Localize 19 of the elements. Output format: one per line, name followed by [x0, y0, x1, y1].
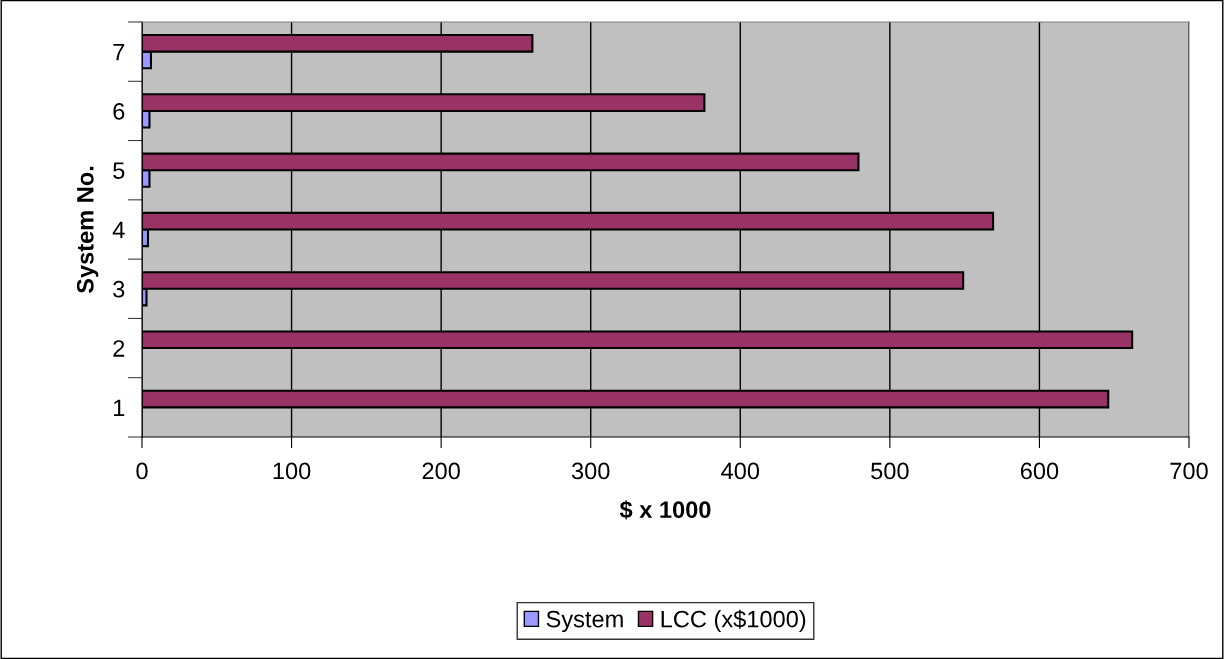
x-tick-label: 400	[721, 462, 760, 480]
y-tick-label: 3	[113, 280, 125, 298]
y-tick-label: 5	[113, 162, 125, 179]
x-tick-label: 200	[422, 462, 460, 480]
y-axis-title: System No.	[76, 166, 99, 294]
y-tick-label: 6	[113, 103, 125, 120]
x-tick-label: 300	[571, 462, 610, 480]
x-tick-label: 0	[136, 462, 148, 480]
x-tick-label: 500	[871, 462, 909, 480]
x-tick-label: 100	[273, 462, 311, 480]
y-tick-label: 2	[113, 340, 125, 357]
y-tick-label: 1	[114, 399, 125, 416]
y-tick-label: 4	[112, 221, 125, 239]
legend-label: LCC (x$1000)	[661, 609, 806, 633]
x-tick-label: 700	[1170, 462, 1208, 480]
x-axis-title: $ x 1000	[619, 500, 711, 520]
y-tick-label: 7	[113, 43, 125, 61]
x-tick-label: 600	[1020, 462, 1059, 480]
legend-label: System	[546, 610, 623, 633]
